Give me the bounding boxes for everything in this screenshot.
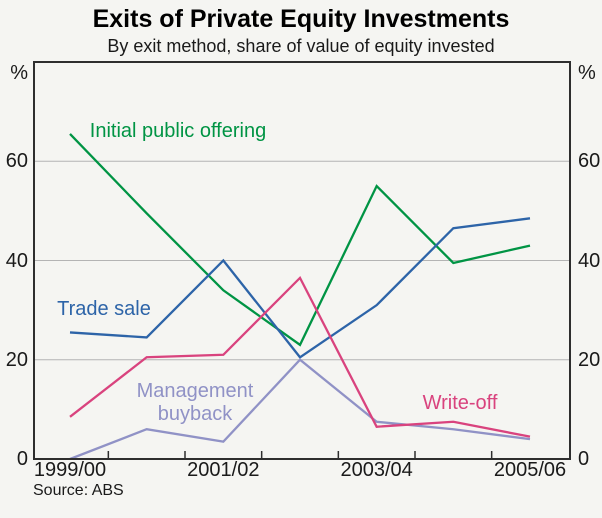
- x-tick-label-1999-00: 1999/00: [33, 459, 107, 481]
- y-axis-unit: %: [10, 62, 28, 84]
- series-line-0: [69, 133, 531, 347]
- x-tick-label-2005-06: 2005/06: [493, 459, 567, 481]
- series-line-1: [69, 217, 531, 359]
- series-label-management-buyback: Management buyback: [136, 380, 254, 425]
- y-tick-label-20: 20: [578, 348, 601, 371]
- series-line-3: [69, 275, 531, 438]
- series-label-initial-public-offering: Initial public offering: [89, 120, 267, 142]
- y-axis-unit: %: [578, 62, 596, 84]
- y-tick-label-60: 60: [5, 150, 28, 173]
- y-tick-label-40: 40: [5, 249, 28, 272]
- series-label-trade-sale: Trade sale: [57, 298, 151, 320]
- y-tick-label-60: 60: [578, 150, 601, 173]
- plot-frame: [33, 61, 571, 460]
- x-tick-label-2003-04: 2003/04: [340, 459, 413, 481]
- y-tick-label-0: 0: [16, 448, 28, 470]
- series-line-2: [69, 358, 531, 461]
- y-tick-label-20: 20: [5, 348, 28, 371]
- x-tick-label-2001-02: 2001/02: [187, 459, 260, 481]
- y-tick-label-0: 0: [578, 448, 590, 470]
- chart-subtitle: By exit method, share of value of equity…: [107, 36, 495, 56]
- chart-title: Exits of Private Equity Investments: [92, 5, 510, 33]
- source-note: Source: ABS: [33, 482, 124, 499]
- y-tick-label-40: 40: [578, 249, 601, 272]
- series-label-write-off: Write-off: [422, 392, 498, 414]
